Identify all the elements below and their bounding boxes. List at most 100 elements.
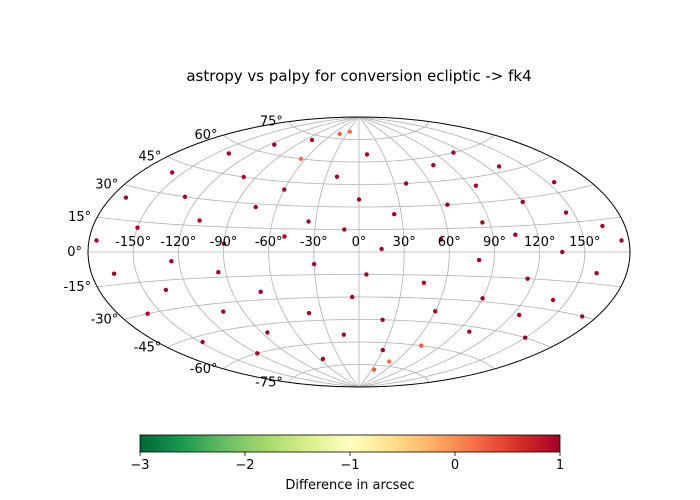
data-point (467, 329, 472, 334)
latitude-tick-label: -60° (190, 362, 218, 377)
colorbar-tick-label: −2 (235, 458, 254, 473)
data-point (580, 314, 585, 319)
chart-title: astropy vs palpy for conversion ecliptic… (186, 67, 531, 85)
colorbar-gradient (139, 434, 561, 453)
latitude-tick-label: 75° (260, 115, 283, 130)
longitude-tick-label: 30° (393, 235, 416, 250)
data-point (216, 270, 221, 275)
data-point (200, 339, 205, 345)
data-point (226, 151, 231, 156)
data-points (94, 129, 624, 372)
colorbar: −3 −2 −1 0 1 Difference in arcsec (130, 434, 564, 493)
data-point (496, 164, 502, 169)
data-point (403, 181, 409, 186)
colorbar-tick-label: −1 (340, 458, 359, 473)
data-point (350, 294, 355, 300)
latitude-tick-label: 15° (68, 210, 91, 225)
data-point (306, 219, 311, 224)
data-point (476, 257, 482, 263)
parallel-line (97, 216, 621, 230)
data-point (282, 187, 287, 192)
latitude-tick-label: 30° (95, 178, 118, 193)
data-point (309, 137, 315, 143)
data-point (341, 332, 346, 337)
latitude-tick-label: -30° (91, 313, 119, 328)
data-point (480, 296, 485, 301)
longitude-tick-label: 120° (524, 235, 555, 250)
longitude-tick-label: -150° (115, 235, 151, 250)
data-point (255, 351, 260, 356)
data-point (419, 343, 424, 348)
data-point (123, 195, 129, 200)
data-point (520, 199, 525, 205)
data-point (379, 246, 384, 252)
parallel-line (288, 364, 430, 383)
data-point (170, 170, 175, 175)
parallel-line (124, 296, 594, 320)
data-point (145, 311, 150, 316)
longitude-tick-labels: -150° -120° -90° -60° -30° 0° 30° 60° 90° 120° 150… (115, 235, 600, 250)
latitude-tick-label: 0° (67, 245, 82, 260)
data-point (221, 241, 227, 246)
data-point (169, 259, 174, 264)
data-point (258, 289, 263, 294)
data-point (265, 330, 270, 335)
colorbar-ticks: −3 −2 −1 0 1 (130, 452, 564, 473)
latitude-tick-labels: 75° 60° 45° 30° 15° 0° -15° -30° -45° -60° -75° (63, 115, 282, 391)
data-point (320, 356, 326, 362)
data-point (563, 210, 569, 215)
latitude-tick-label: -75° (255, 375, 283, 390)
colorbar-tick-label: 0 (451, 458, 459, 473)
parallel-line (167, 319, 551, 348)
data-point (306, 310, 312, 316)
data-point (387, 359, 392, 364)
data-point (364, 152, 370, 157)
map-outline (87, 116, 631, 388)
data-point (347, 129, 352, 134)
latitude-tick-label: 60° (194, 128, 217, 143)
latitude-tick-label: -15° (63, 280, 91, 295)
graticule (88, 116, 630, 388)
longitude-tick-label: 150° (569, 235, 600, 250)
data-point (364, 272, 369, 277)
longitude-tick-label: -30° (300, 235, 328, 250)
data-point (311, 261, 317, 267)
colorbar-label: Difference in arcsec (285, 478, 414, 493)
longitude-tick-label: -60° (255, 235, 283, 250)
data-point (513, 232, 518, 237)
data-point (282, 234, 287, 239)
longitude-tick-label: 90° (483, 235, 506, 250)
parallel-line (288, 121, 430, 140)
longitude-tick-label: 0° (352, 235, 367, 250)
latitude-tick-label: 45° (138, 150, 161, 165)
data-point (221, 309, 226, 314)
data-point (241, 174, 246, 180)
data-point (525, 276, 530, 281)
data-point (550, 297, 556, 303)
data-point (600, 223, 605, 229)
data-point (253, 204, 258, 210)
data-point (451, 150, 456, 155)
longitude-tick-label: 60° (438, 235, 461, 250)
data-point (342, 227, 347, 232)
parallel-line (124, 184, 594, 208)
data-point (371, 367, 377, 372)
parallel-line (167, 156, 551, 185)
data-point (380, 317, 385, 322)
data-point (445, 202, 450, 207)
data-point (431, 163, 436, 168)
data-point (560, 249, 565, 255)
data-point (356, 197, 362, 202)
colorbar-tick-label: −3 (130, 458, 149, 473)
data-point (135, 225, 140, 230)
data-point (594, 271, 599, 276)
data-point (517, 312, 522, 318)
data-point (619, 238, 624, 243)
data-point (163, 287, 169, 293)
data-point (480, 220, 485, 225)
data-point (392, 212, 397, 217)
data-point (473, 183, 479, 188)
colorbar-tick-label: 1 (556, 458, 564, 473)
data-point (337, 131, 342, 137)
